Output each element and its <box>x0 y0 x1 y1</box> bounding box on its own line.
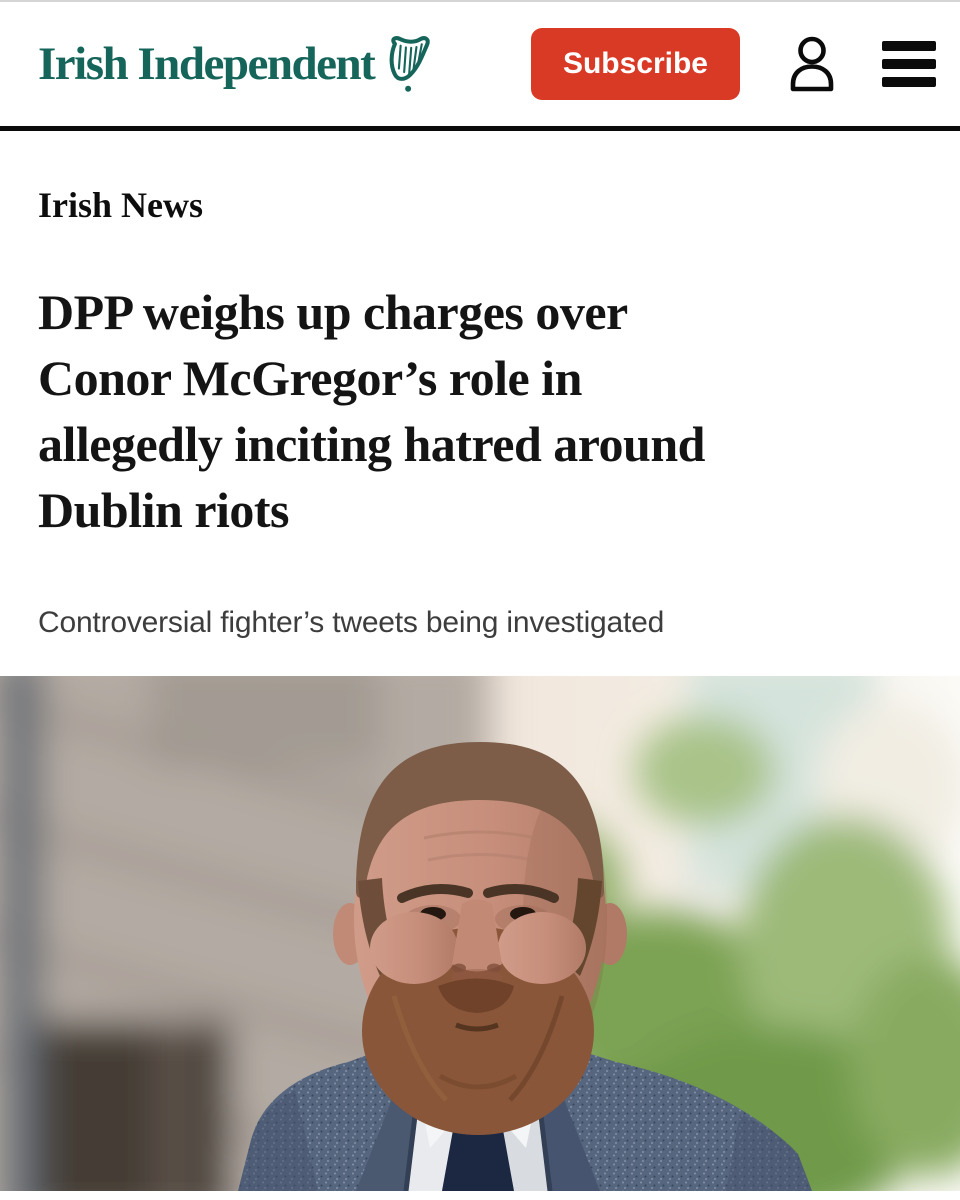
headline-line: Dublin riots <box>38 482 290 538</box>
headline-line: allegedly inciting hatred around <box>38 416 705 472</box>
logo-link[interactable]: Irish Independent <box>38 34 432 94</box>
menu-button[interactable] <box>882 41 936 87</box>
article: Irish News DPP weighs up charges over Co… <box>0 131 960 642</box>
photo-person <box>238 742 812 1191</box>
hamburger-menu-icon <box>882 41 936 87</box>
account-button[interactable] <box>786 35 838 93</box>
headline-line: DPP weighs up charges over <box>38 284 628 340</box>
harp-icon <box>389 36 430 92</box>
top-hairline <box>0 0 960 2</box>
headline-line: Conor McGregor’s role in <box>38 350 582 406</box>
logo-wordmark: Irish Independent <box>38 38 376 90</box>
category-link[interactable]: Irish News <box>38 185 204 225</box>
user-icon <box>790 36 834 92</box>
masthead: Irish Independent Subscribe <box>0 2 960 131</box>
article-headline: DPP weighs up charges over Conor McGrego… <box>38 279 922 543</box>
article-subheadline: Controversial fighter’s tweets being inv… <box>38 606 665 639</box>
subscribe-button[interactable]: Subscribe <box>530 28 740 100</box>
article-photo <box>0 676 960 1191</box>
